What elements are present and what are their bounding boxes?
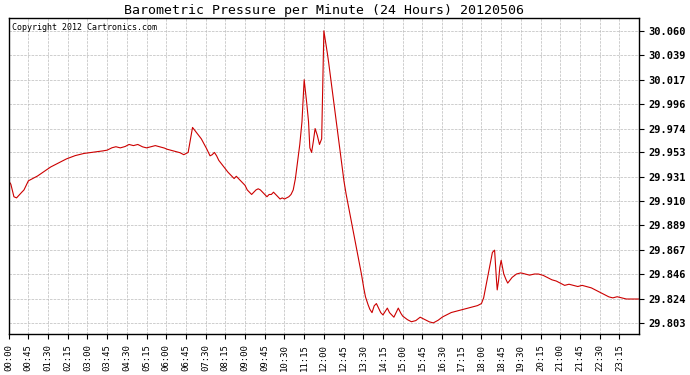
Text: Copyright 2012 Cartronics.com: Copyright 2012 Cartronics.com	[12, 23, 157, 32]
Title: Barometric Pressure per Minute (24 Hours) 20120506: Barometric Pressure per Minute (24 Hours…	[124, 4, 524, 17]
